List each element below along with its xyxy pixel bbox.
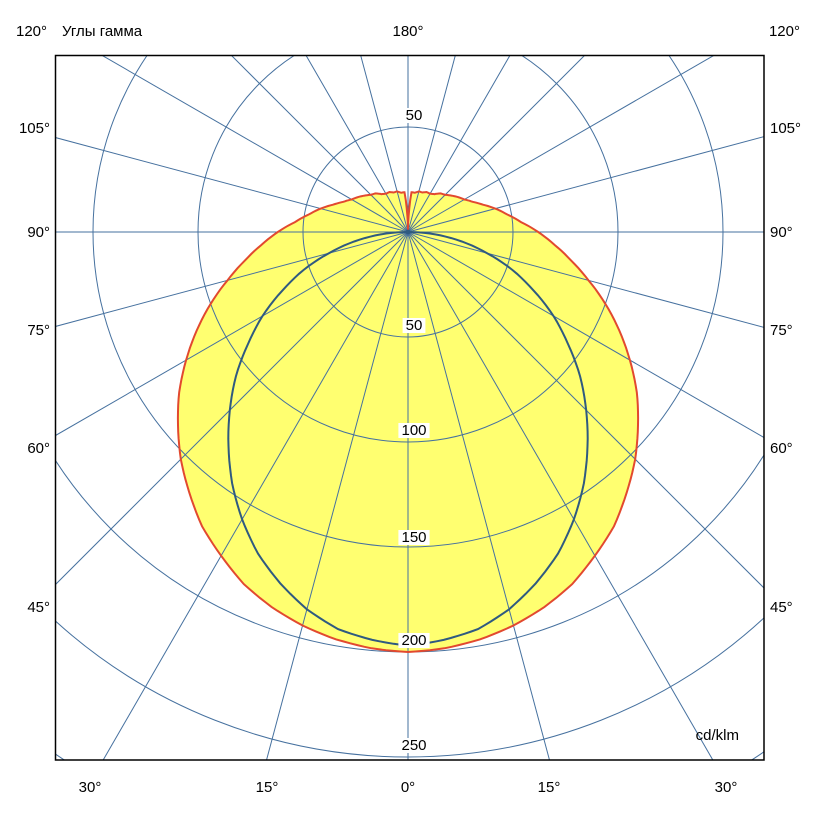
angle-label-left-1: 90° [27,224,50,241]
angle-label-left-2: 75° [27,322,50,339]
ring-label-150-bg [398,530,430,545]
grid-radial-15deg [407,231,550,760]
grid-radial-210deg [305,55,409,233]
angle-label-right-0: 105° [770,120,801,137]
angle-label-top-right: 120° [769,23,800,40]
grid-radial-30deg [407,231,714,760]
ring-label-200: 200 [401,632,426,649]
grid-radial-195deg [360,55,409,233]
grid-radial-285deg [55,231,409,327]
chart-title: Углы гамма [62,23,143,40]
grid-radial-150deg [407,55,511,233]
angle-label-left-4: 45° [27,599,50,616]
ring-label-250: 250 [401,737,426,754]
grid-radial-255deg [55,137,409,233]
ring-label-above-pole-50-bg [402,108,426,123]
angle-label-bottom-3: 15° [538,779,561,796]
grid-radial-45deg [407,231,764,589]
unit-label: cd/klm [696,727,739,744]
angle-label-right-1: 90° [770,224,793,241]
angle-label-right-2: 75° [770,322,793,339]
ring-label-50: 50 [406,317,423,334]
angle-label-bottom-1: 15° [256,779,279,796]
ring-label-50-bg [402,318,426,333]
ring-label-100: 100 [401,422,426,439]
grid-radial-165deg [407,55,456,233]
grid-radial-75deg [407,231,764,328]
chart-frame [54,54,765,761]
angle-label-bottom-4: 30° [715,779,738,796]
ring-label-100-bg [398,423,430,438]
ring-label-above-pole-50: 50 [406,107,423,124]
angle-label-right-3: 60° [770,440,793,457]
grid-radial-345deg [266,231,409,760]
angle-label-left-3: 60° [27,440,50,457]
grid-radial-240deg [101,55,409,233]
angle-label-left-0: 105° [19,120,50,137]
grid-radial-105deg [407,136,764,233]
grid-radial-60deg [407,231,764,439]
pole-dot [405,229,411,235]
grid-radial-120deg [407,55,715,233]
grid-radial-300deg [55,231,409,437]
angle-label-top-left: 120° [16,23,47,40]
outer-curve [176,190,640,654]
grid-radial-330deg [102,231,409,760]
grid-radial-225deg [230,55,409,233]
angle-label-bottom-2: 0° [401,779,415,796]
angle-label-bottom-0: 30° [79,779,102,796]
ring-label-150: 150 [401,529,426,546]
ring-label-250-bg [398,738,430,753]
ring-label-200-bg [398,633,430,648]
grid-radial-315deg [55,231,409,586]
angle-label-top-center: 180° [392,23,423,40]
grid-radial-135deg [407,55,586,233]
angle-label-right-4: 45° [770,599,793,616]
